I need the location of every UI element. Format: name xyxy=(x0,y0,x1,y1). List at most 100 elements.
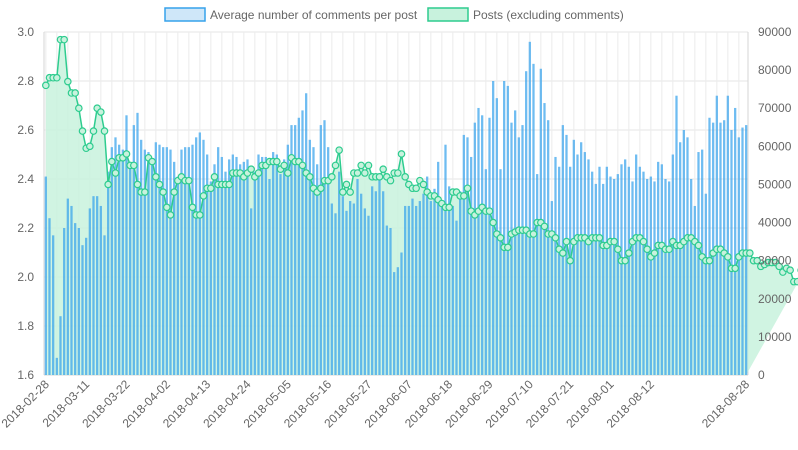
legend-swatch-comments[interactable] xyxy=(164,7,206,22)
comments-bar xyxy=(312,147,315,375)
comments-bar xyxy=(367,215,370,375)
comments-bar xyxy=(385,225,388,375)
comments-bar xyxy=(261,156,264,375)
comments-bar xyxy=(517,137,520,375)
comments-bar xyxy=(440,201,443,375)
y-right-tick-label: 50000 xyxy=(758,177,792,191)
comments-bar xyxy=(407,205,410,375)
posts-point xyxy=(155,180,164,189)
comments-bar xyxy=(231,154,234,375)
posts-point xyxy=(621,256,629,265)
comments-bar xyxy=(433,188,436,375)
posts-point xyxy=(485,207,494,215)
comments-bar xyxy=(484,169,487,375)
comments-bar xyxy=(558,166,561,375)
comments-bar xyxy=(228,159,231,375)
comments-bar xyxy=(360,193,363,375)
posts-point xyxy=(71,89,79,97)
posts-point xyxy=(306,173,314,181)
posts-point xyxy=(247,165,255,174)
legend-label-posts[interactable]: Posts (excluding comments) xyxy=(473,8,624,22)
comments-bar xyxy=(653,181,656,375)
comments-bar xyxy=(327,147,330,375)
comments-bar xyxy=(162,147,165,375)
y-left-tick-label: 3.0 xyxy=(17,25,34,39)
comments-bar xyxy=(246,159,249,375)
comments-bar xyxy=(470,156,473,375)
posts-point xyxy=(97,108,105,116)
posts-point xyxy=(75,104,83,113)
comments-bar xyxy=(547,120,550,375)
comments-bar xyxy=(48,218,51,375)
comments-bar xyxy=(536,174,539,375)
posts-point xyxy=(284,169,292,177)
posts-point xyxy=(731,264,739,273)
comments-bar xyxy=(543,103,546,376)
y-left-tick-label: 1.8 xyxy=(17,319,34,333)
posts-points xyxy=(42,35,798,286)
comments-bar xyxy=(521,125,524,375)
comments-bar xyxy=(481,115,484,376)
y-right-tick-label: 30000 xyxy=(758,254,792,268)
posts-point xyxy=(199,192,208,200)
comments-bar xyxy=(118,144,121,375)
posts-point xyxy=(196,211,204,219)
comments-bar xyxy=(202,139,205,375)
legend-label-comments[interactable]: Average number of comments per post xyxy=(210,8,418,22)
comments-bar xyxy=(444,144,447,375)
comments-bar xyxy=(664,179,667,375)
comments-bar xyxy=(253,171,256,375)
posts-point xyxy=(185,176,193,185)
comments-bar xyxy=(169,149,172,375)
comments-bar xyxy=(389,228,392,375)
posts-point xyxy=(665,245,673,254)
comments-bar xyxy=(613,179,616,375)
comments-bar xyxy=(66,198,69,375)
comments-bar xyxy=(81,245,84,375)
posts-point xyxy=(335,146,343,154)
comments-bar xyxy=(620,164,623,375)
posts-point xyxy=(148,157,156,166)
x-tick-label: 2018-08-28 xyxy=(699,377,753,431)
comments-bar xyxy=(242,161,245,375)
y-left-tick-label: 1.6 xyxy=(17,368,34,382)
comments-bar xyxy=(272,152,275,375)
comments-bar xyxy=(510,122,513,376)
comments-bar xyxy=(649,176,652,375)
y-left-tick-label: 2.6 xyxy=(17,123,34,137)
y-right-tick-label: 10000 xyxy=(758,330,792,344)
comments-bar xyxy=(206,154,209,375)
comments-bar xyxy=(103,235,106,375)
posts-point xyxy=(104,180,112,189)
legend-swatch-posts[interactable] xyxy=(427,7,469,22)
comments-bar xyxy=(682,130,685,375)
comments-bar xyxy=(257,154,260,375)
comments-bar xyxy=(418,201,421,375)
posts-point xyxy=(595,234,604,242)
y-right-tick-label: 60000 xyxy=(758,139,792,153)
comments-bar xyxy=(627,166,630,375)
comments-bar xyxy=(63,228,66,375)
posts-point xyxy=(610,237,618,246)
y-right-tick-label: 0 xyxy=(758,368,765,382)
comments-bar xyxy=(668,181,671,375)
posts-point xyxy=(394,169,402,177)
y-right-tick-label: 80000 xyxy=(758,63,792,77)
posts-point xyxy=(170,188,178,196)
comments-bar xyxy=(147,152,150,375)
comments-bar xyxy=(638,166,641,375)
comments-bar xyxy=(422,193,425,375)
comments-bar xyxy=(396,267,399,375)
posts-point xyxy=(339,188,347,196)
comments-bar xyxy=(657,161,660,375)
comments-bar xyxy=(143,149,146,375)
posts-point xyxy=(496,234,505,242)
comments-bar xyxy=(217,147,220,375)
comments-bar xyxy=(213,164,216,375)
comments-bar xyxy=(455,220,458,375)
comments-bar xyxy=(572,139,575,375)
comments-bar xyxy=(400,252,403,375)
comments-bar xyxy=(187,147,190,375)
posts-point xyxy=(364,161,373,170)
posts-point xyxy=(78,127,87,135)
